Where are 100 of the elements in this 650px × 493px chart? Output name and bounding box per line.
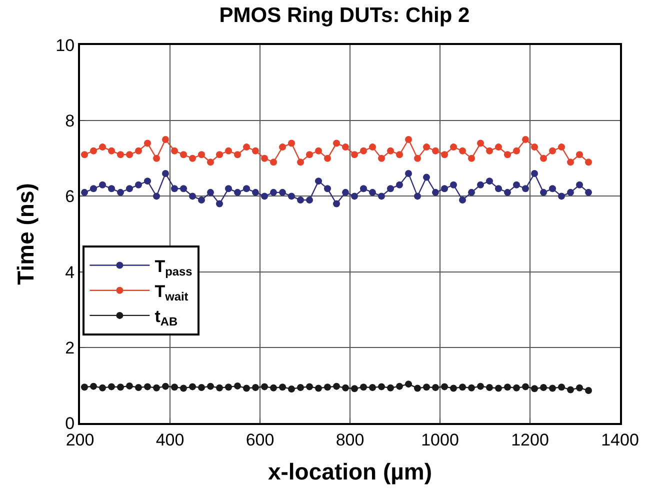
point — [333, 382, 340, 390]
legend-label: T$_{wait}$ — [154, 282, 188, 304]
point — [378, 383, 385, 390]
point — [540, 384, 547, 391]
point — [576, 151, 583, 158]
point — [333, 200, 340, 208]
point — [423, 384, 430, 391]
point — [495, 185, 502, 192]
point — [549, 185, 556, 192]
point — [270, 188, 277, 196]
point — [288, 385, 295, 392]
point — [99, 384, 106, 392]
point — [477, 140, 484, 147]
point — [126, 151, 133, 158]
point — [360, 384, 367, 391]
point — [504, 188, 511, 196]
point — [351, 151, 358, 158]
point — [135, 181, 142, 188]
point — [585, 158, 592, 166]
point — [360, 185, 367, 192]
point — [360, 147, 367, 154]
point — [396, 181, 403, 188]
point — [405, 136, 412, 143]
point — [216, 384, 223, 392]
point — [252, 188, 259, 196]
point — [486, 178, 493, 185]
point — [567, 188, 574, 196]
point — [252, 147, 259, 154]
point — [108, 383, 115, 390]
point — [117, 188, 124, 196]
point — [198, 384, 205, 391]
point — [558, 384, 565, 391]
point — [297, 196, 304, 204]
point — [189, 192, 196, 200]
point — [405, 380, 412, 388]
point — [459, 196, 466, 204]
point — [342, 384, 349, 392]
point — [414, 384, 421, 392]
point — [333, 140, 340, 147]
point — [378, 192, 385, 200]
y-tick-label: 2 — [65, 338, 75, 358]
point — [297, 158, 304, 166]
legend-label: T$_{pass}$ — [154, 256, 193, 278]
y-tick-label: 0 — [65, 414, 75, 433]
point — [279, 188, 286, 196]
point — [225, 147, 232, 154]
point — [324, 154, 331, 162]
point — [477, 382, 484, 390]
point — [396, 382, 403, 390]
point — [144, 178, 151, 185]
point — [189, 383, 196, 390]
point — [153, 154, 160, 162]
point — [450, 384, 457, 392]
point — [81, 188, 88, 196]
point — [225, 185, 232, 192]
point — [396, 151, 403, 158]
point — [171, 384, 178, 391]
chart-title: PMOS Ring DUTs: Chip 2 — [219, 4, 470, 28]
point — [243, 185, 250, 192]
point — [135, 147, 142, 154]
point — [351, 192, 358, 200]
point — [432, 147, 439, 154]
point — [531, 385, 538, 392]
y-tick-label: 6 — [65, 187, 75, 206]
point — [117, 151, 124, 158]
point — [423, 144, 430, 151]
point — [369, 384, 376, 391]
point — [522, 136, 529, 143]
point — [216, 200, 223, 208]
point — [324, 384, 331, 391]
point — [234, 188, 241, 196]
point — [387, 147, 394, 154]
point — [450, 144, 457, 151]
point — [414, 192, 421, 200]
point — [540, 154, 547, 162]
point — [405, 170, 412, 178]
x-tick-label: 800 — [336, 430, 364, 450]
point — [369, 144, 376, 151]
point — [351, 385, 358, 392]
y-tick-label: 10 — [56, 36, 75, 55]
point — [234, 151, 241, 158]
point — [270, 384, 277, 392]
point — [459, 147, 466, 154]
point — [549, 147, 556, 154]
point — [531, 170, 538, 178]
point — [504, 151, 511, 158]
point — [468, 188, 475, 196]
point — [81, 384, 88, 391]
y-tick-label: 4 — [65, 262, 75, 282]
point — [567, 158, 574, 166]
x-tick-label: 1000 — [421, 430, 459, 450]
point — [126, 382, 133, 390]
point — [576, 384, 583, 392]
point — [486, 147, 493, 154]
point — [522, 185, 529, 192]
point — [261, 154, 268, 162]
point — [342, 188, 349, 196]
y-axis-title: Time (ns) — [12, 183, 39, 285]
point — [288, 140, 295, 147]
point — [261, 383, 268, 390]
